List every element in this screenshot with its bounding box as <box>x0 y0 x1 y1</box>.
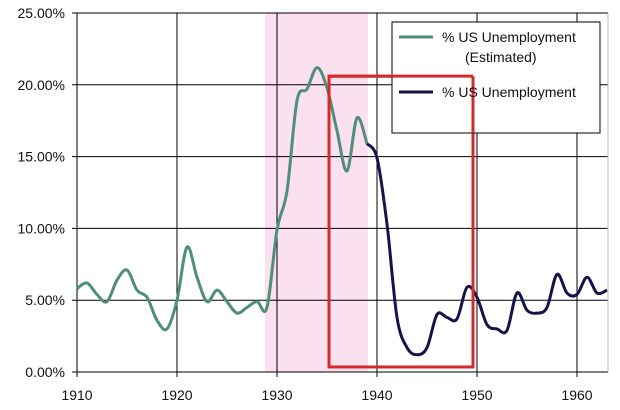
y-tick-label: 20.00% <box>18 77 65 93</box>
legend-label: % US Unemployment <box>442 84 576 100</box>
x-tick-label: 1940 <box>361 387 392 403</box>
x-tick-label: 1930 <box>261 387 292 403</box>
legend-label: % US Unemployment <box>442 29 576 45</box>
legend: % US Unemployment (Estimated) % US Unemplo… <box>329 21 601 134</box>
series-line-1 <box>365 142 608 357</box>
legend-label: (Estimated) <box>465 49 537 65</box>
y-tick-label: 5.00% <box>25 292 65 308</box>
x-tick-label: 1950 <box>461 387 492 403</box>
series-line-0 <box>76 66 369 332</box>
y-tick-label: 0.00% <box>25 364 65 380</box>
x-tick-label: 1920 <box>161 387 192 403</box>
y-tick-label: 15.00% <box>18 149 65 165</box>
y-tick-label: 25.00% <box>18 5 65 21</box>
x-tick-label: 1910 <box>61 387 92 403</box>
y-tick-label: 10.00% <box>18 220 65 236</box>
x-tick-label: 1960 <box>561 387 592 403</box>
shaded-band <box>265 13 368 372</box>
